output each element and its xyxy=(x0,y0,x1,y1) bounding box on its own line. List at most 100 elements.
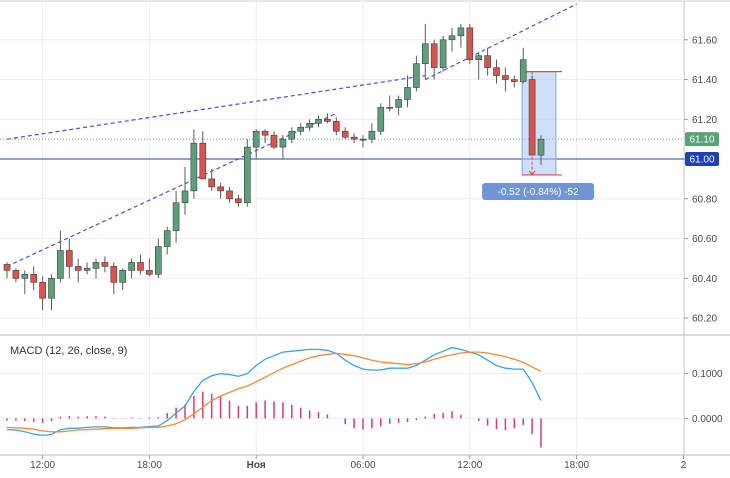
candle-body xyxy=(208,178,215,188)
measure-arrow xyxy=(528,170,536,176)
horizontal-lines[interactable] xyxy=(0,138,684,160)
candle xyxy=(484,47,491,76)
candle-body xyxy=(448,35,456,41)
candle-body xyxy=(510,79,518,82)
candle xyxy=(324,113,331,124)
candle-body xyxy=(39,282,46,299)
candle xyxy=(448,27,456,52)
candle-body xyxy=(181,190,189,204)
candle-body xyxy=(377,107,385,132)
macd-tick-label: 0.0000 xyxy=(692,414,723,425)
candle-body xyxy=(475,55,483,60)
measure-label: -0.52 (-0.84%) -52 xyxy=(498,187,580,198)
candle xyxy=(217,182,224,199)
candle-body xyxy=(261,130,269,136)
candle-body xyxy=(279,138,287,148)
candle xyxy=(119,268,126,291)
candle xyxy=(190,129,198,199)
macd-pane: MACD (12, 26, close, 9) 0.1000 0.0000 xyxy=(6,345,723,448)
macd-series-line xyxy=(6,351,542,433)
candle-body xyxy=(332,120,340,132)
candle xyxy=(252,129,260,160)
candle xyxy=(430,39,438,80)
candle-body xyxy=(537,138,545,156)
price-tick-label: 60.80 xyxy=(692,194,717,205)
candle-body xyxy=(226,190,233,200)
price-tick-label: 60.40 xyxy=(692,274,717,285)
candle xyxy=(155,238,162,279)
candle xyxy=(137,254,144,275)
price-tick-label: 60.20 xyxy=(692,314,717,325)
time-tick-label: 12:00 xyxy=(30,460,55,471)
price-tick-label: 61.20 xyxy=(692,115,717,126)
candle-body xyxy=(306,122,313,128)
candle-body xyxy=(119,270,126,283)
candle xyxy=(101,256,109,273)
candle-body xyxy=(235,198,242,204)
price-axis: 61.60 61.40 61.20 61.00 60.80 60.60 60.40 60.20 xyxy=(684,35,717,325)
candle-body xyxy=(484,55,491,68)
candle xyxy=(3,262,11,279)
candle-body xyxy=(519,59,527,82)
candle-body xyxy=(155,246,162,275)
candle xyxy=(12,268,20,283)
candle-body xyxy=(466,27,474,60)
candle xyxy=(146,258,153,277)
candle-body xyxy=(30,274,38,283)
price-badge-label: 61.00 xyxy=(689,155,714,166)
trendline[interactable] xyxy=(6,112,337,267)
price-badge-label: 61.10 xyxy=(689,135,714,146)
trendline[interactable] xyxy=(425,3,577,81)
price-badge xyxy=(685,152,719,167)
candle xyxy=(528,75,536,156)
candle-body xyxy=(244,146,251,204)
candle xyxy=(279,135,287,160)
candle xyxy=(359,135,367,148)
candle-body xyxy=(528,79,536,156)
candle-body xyxy=(439,39,447,68)
candle xyxy=(466,23,474,64)
candle xyxy=(519,47,527,84)
candle-body xyxy=(190,142,198,192)
macd-tick-label: 0.1000 xyxy=(692,369,723,380)
time-tick-label: 2 xyxy=(681,460,687,471)
candle-body xyxy=(66,250,73,267)
candle-body xyxy=(110,266,118,283)
candle xyxy=(261,129,269,144)
candle xyxy=(510,75,518,88)
candle xyxy=(350,133,358,144)
candle-body xyxy=(359,138,367,141)
candle xyxy=(128,258,135,279)
candle xyxy=(413,55,420,92)
candle xyxy=(288,127,296,144)
measure-box xyxy=(521,71,557,176)
candle-body xyxy=(493,67,500,76)
trendlines[interactable] xyxy=(6,3,577,267)
candle xyxy=(341,127,349,140)
candle xyxy=(439,35,447,72)
candle xyxy=(181,167,189,215)
candle xyxy=(244,139,251,207)
price-badges: 61.00 61.10 xyxy=(685,132,719,167)
candle-body xyxy=(288,130,296,140)
measure-tool[interactable]: -0.52 (-0.84%) -52 xyxy=(482,70,595,200)
candle-body xyxy=(172,202,180,231)
candle xyxy=(83,262,91,275)
time-tick-label: 18:00 xyxy=(564,460,589,471)
candle-body xyxy=(101,262,109,267)
measure-label-box xyxy=(482,182,595,200)
price-badge xyxy=(685,132,719,147)
time-tick-label: 12:00 xyxy=(457,460,482,471)
candle-body xyxy=(341,130,349,138)
candle xyxy=(421,23,429,80)
candle xyxy=(315,115,322,128)
price-tick-label: 60.60 xyxy=(692,234,717,245)
candle-body xyxy=(297,126,305,132)
candle-body xyxy=(421,43,429,64)
trendline[interactable] xyxy=(6,74,426,140)
candle xyxy=(235,194,242,207)
candle xyxy=(48,274,55,311)
candle-body xyxy=(163,230,171,247)
